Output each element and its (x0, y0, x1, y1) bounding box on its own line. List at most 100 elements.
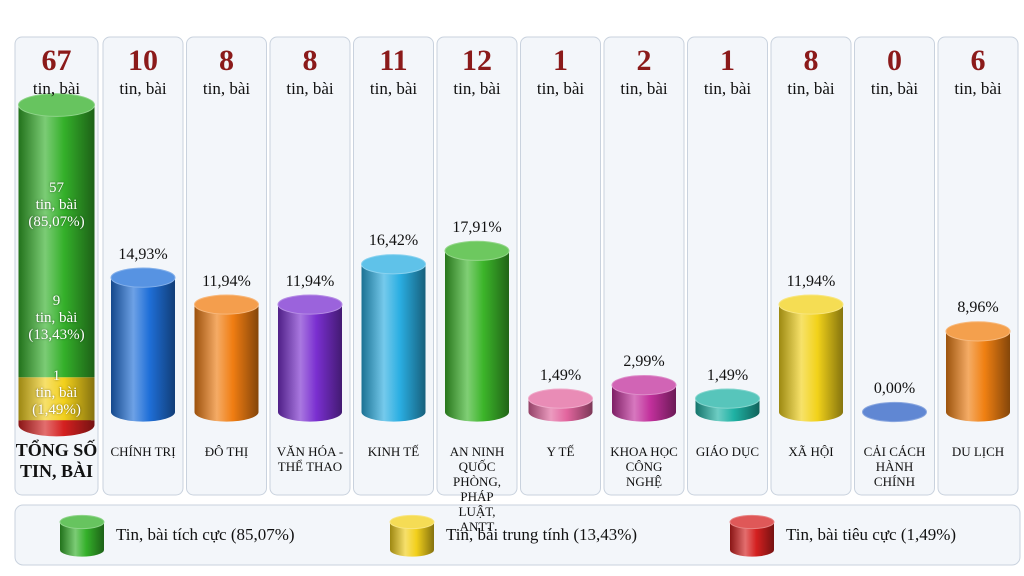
category-label: XÃ HỘI (788, 444, 834, 459)
unit-label: tin, bài (369, 79, 418, 98)
category-label: CẢI CÁCH HÀNH CHÍNH (863, 444, 926, 489)
cylinder-top (110, 267, 176, 288)
category-label: KINH TẾ (367, 444, 420, 459)
cylinder-top (444, 240, 510, 261)
count: 1 (720, 44, 735, 77)
bar (110, 267, 176, 422)
count: 8 (803, 44, 819, 77)
legend-swatch (729, 514, 775, 557)
cylinder-body (946, 331, 1010, 412)
column-panel (186, 36, 267, 496)
column-panel (770, 36, 852, 496)
cylinder-top (277, 294, 343, 315)
count: 12 (462, 44, 492, 77)
unit-label: tin, bài (954, 79, 1002, 98)
cylinder-top (611, 374, 677, 396)
column-panel (687, 36, 768, 496)
bar (778, 294, 844, 422)
value-label: 11,94% (786, 272, 836, 290)
segment-count: 9 (52, 293, 61, 309)
unit-label: tin, bài (870, 79, 919, 98)
unit-label: tin, bài (202, 79, 251, 98)
category-label: CHÍNH TRỊ (110, 444, 176, 459)
category-label: Y TẾ (546, 444, 575, 459)
cylinder-top (778, 294, 844, 315)
bar (361, 254, 426, 422)
segment-unit: tin, bài (35, 197, 78, 213)
column-panel (937, 36, 1019, 496)
unit-label: tin, bài (787, 79, 835, 98)
legend-swatch (389, 514, 435, 557)
bar (277, 294, 343, 422)
cylinder-top (729, 514, 775, 530)
value-label: 0,00% (873, 380, 916, 397)
count: 1 (553, 44, 568, 77)
category-label: KHOA HỌC CÔNG NGHỆ (610, 444, 678, 489)
cylinder-body (18, 105, 95, 378)
unit-label: tin, bài (453, 79, 501, 98)
unit-label: tin, bài (286, 79, 334, 98)
cylinder-body (278, 304, 342, 412)
column-panel (603, 36, 685, 496)
stacked-segment (18, 377, 95, 421)
count: 10 (128, 44, 158, 77)
value-label: 11,94% (202, 272, 251, 290)
segment-percent: (13,43%) (28, 327, 85, 343)
legend-swatch (59, 514, 105, 557)
unit-label: tin, bài (119, 79, 167, 98)
segment-percent: (1,49%) (32, 402, 81, 418)
count: 2 (636, 44, 652, 77)
cylinder-top (862, 401, 927, 423)
bar (444, 240, 510, 422)
bar (945, 321, 1011, 422)
legend-label: Tin, bài tích cực (85,07%) (116, 525, 295, 544)
total-count: 67 (41, 44, 72, 77)
column-panel (854, 36, 935, 496)
legend-label: Tin, bài tiêu cực (1,49%) (786, 525, 957, 544)
value-label: 2,99% (623, 353, 665, 371)
category-label: AN NINH QUỐC PHÒNG, PHÁP LUẬT, ANTT (449, 444, 505, 534)
column-panel (102, 36, 184, 496)
segment-count: 57 (49, 180, 64, 196)
cylinder-top (18, 93, 95, 117)
cylinder-body (779, 304, 843, 412)
segment-unit: tin, bài (35, 310, 78, 326)
cylinder-body (18, 377, 95, 421)
segment-count: 1 (52, 368, 61, 384)
cylinder-top (59, 514, 105, 530)
bar (695, 388, 760, 422)
category-label: VĂN HÓA - THỂ THAO (276, 444, 344, 474)
cylinder-top (361, 254, 426, 275)
category-label: ĐÔ THỊ (204, 444, 249, 459)
cylinder-body (194, 304, 259, 412)
cylinder-top (528, 388, 593, 409)
bar (194, 294, 259, 422)
value-label: 16,42% (368, 232, 419, 250)
cylinder-top (695, 388, 760, 409)
segment-percent: (85,07%) (28, 214, 85, 230)
count: 8 (219, 44, 234, 77)
cylinder-top (389, 514, 435, 530)
unit-label: tin, bài (536, 79, 585, 98)
cylinder-body (361, 264, 426, 412)
value-label: 8,96% (957, 299, 999, 317)
value-label: 11,94% (285, 272, 335, 290)
stacked-segment (18, 93, 95, 378)
cylinder-top (194, 294, 259, 315)
unit-label: tin, bài (703, 79, 752, 98)
cylinder-body (445, 250, 509, 412)
bar (528, 388, 593, 422)
category-label: DU LỊCH (951, 444, 1005, 459)
category-label: GIÁO DỤC (695, 444, 760, 459)
column-panel (520, 36, 601, 496)
count: 0 (887, 44, 902, 77)
count: 6 (970, 44, 986, 77)
bar (611, 374, 677, 422)
count: 8 (302, 44, 318, 77)
column-panel (269, 36, 351, 496)
segment-unit: tin, bài (35, 385, 78, 401)
cylinder-body (111, 277, 175, 412)
value-label: 1,49% (539, 366, 582, 384)
